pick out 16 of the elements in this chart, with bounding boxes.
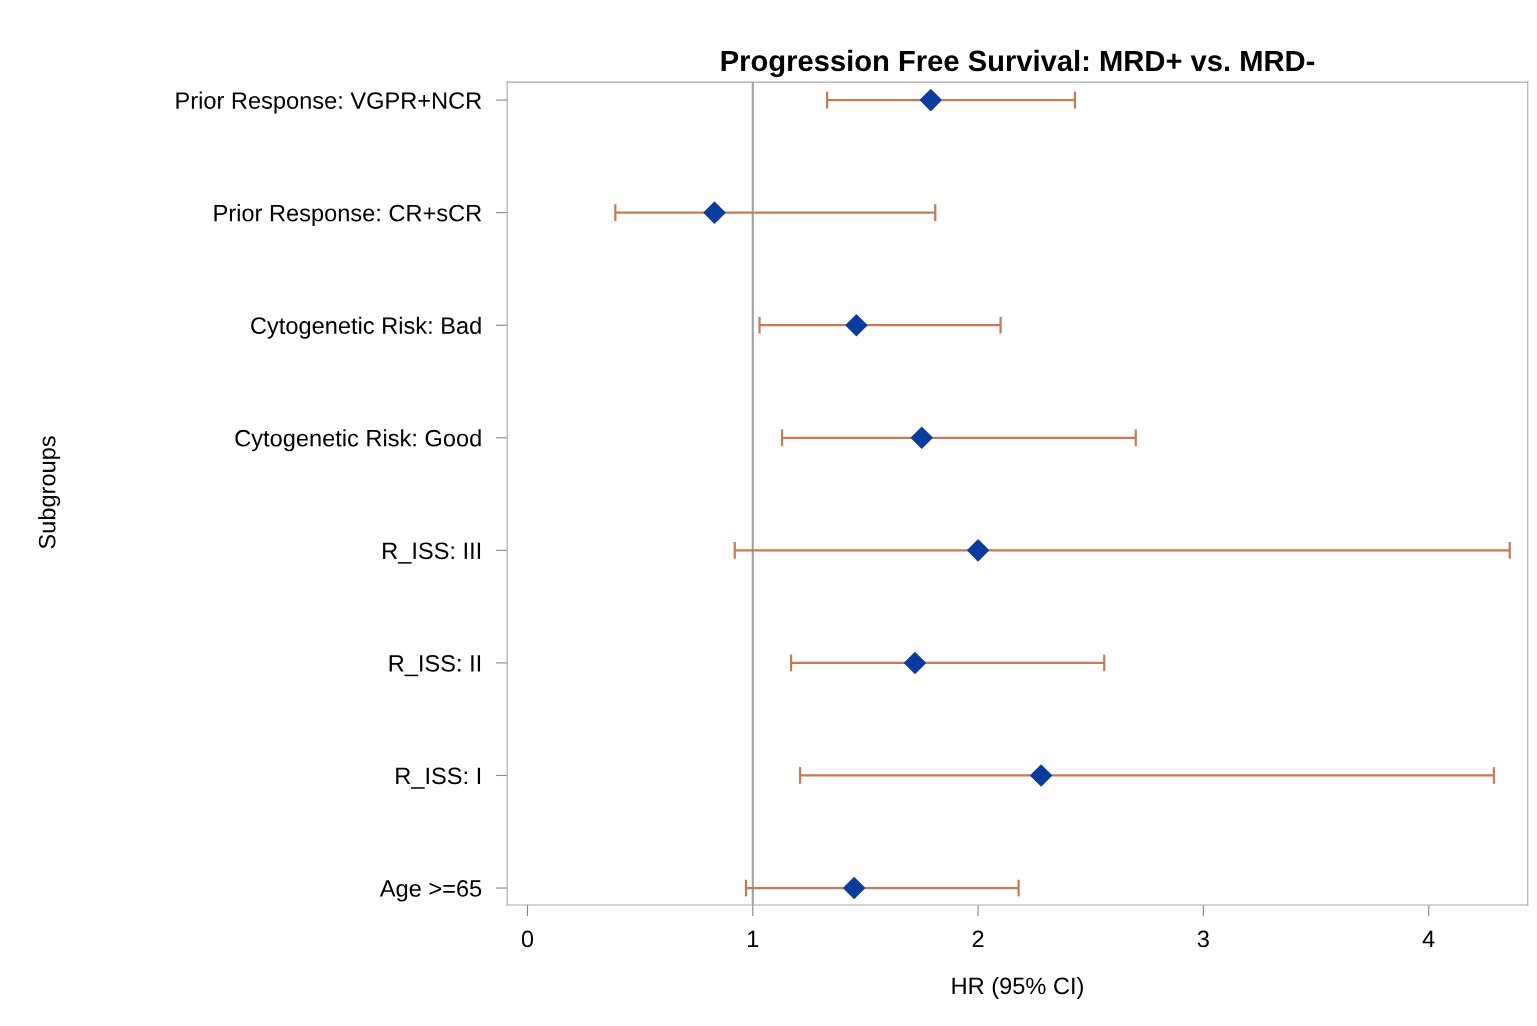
y-tick-label: Age >=65 <box>379 880 482 902</box>
x-tick-label: 0 <box>521 930 534 948</box>
y-tick-label: Cytogenetic Risk: Good <box>235 429 481 452</box>
y-tick-label: Prior Response: CR+sCR <box>214 204 482 227</box>
y-tick-label: Prior Response: VGPR+NCR <box>176 91 482 114</box>
y-tick-label: Cytogenetic Risk: Bad <box>251 316 481 339</box>
y-axis-title: Subgroups <box>38 436 61 549</box>
x-tick-label: 3 <box>1197 930 1209 948</box>
x-axis-title: HR (95% CI) <box>952 976 1083 999</box>
y-tick-label: R_ISS: I <box>396 767 481 789</box>
x-tick-label: 4 <box>1422 930 1435 948</box>
y-tick-label: R_ISS: II <box>389 654 481 677</box>
x-tick-label: 2 <box>972 930 984 948</box>
x-tick-label: 1 <box>748 930 759 948</box>
chart-title: Progression Free Survival: MRD+ vs. MRD- <box>721 49 1315 78</box>
y-tick-label: R_ISS: III <box>383 542 481 564</box>
